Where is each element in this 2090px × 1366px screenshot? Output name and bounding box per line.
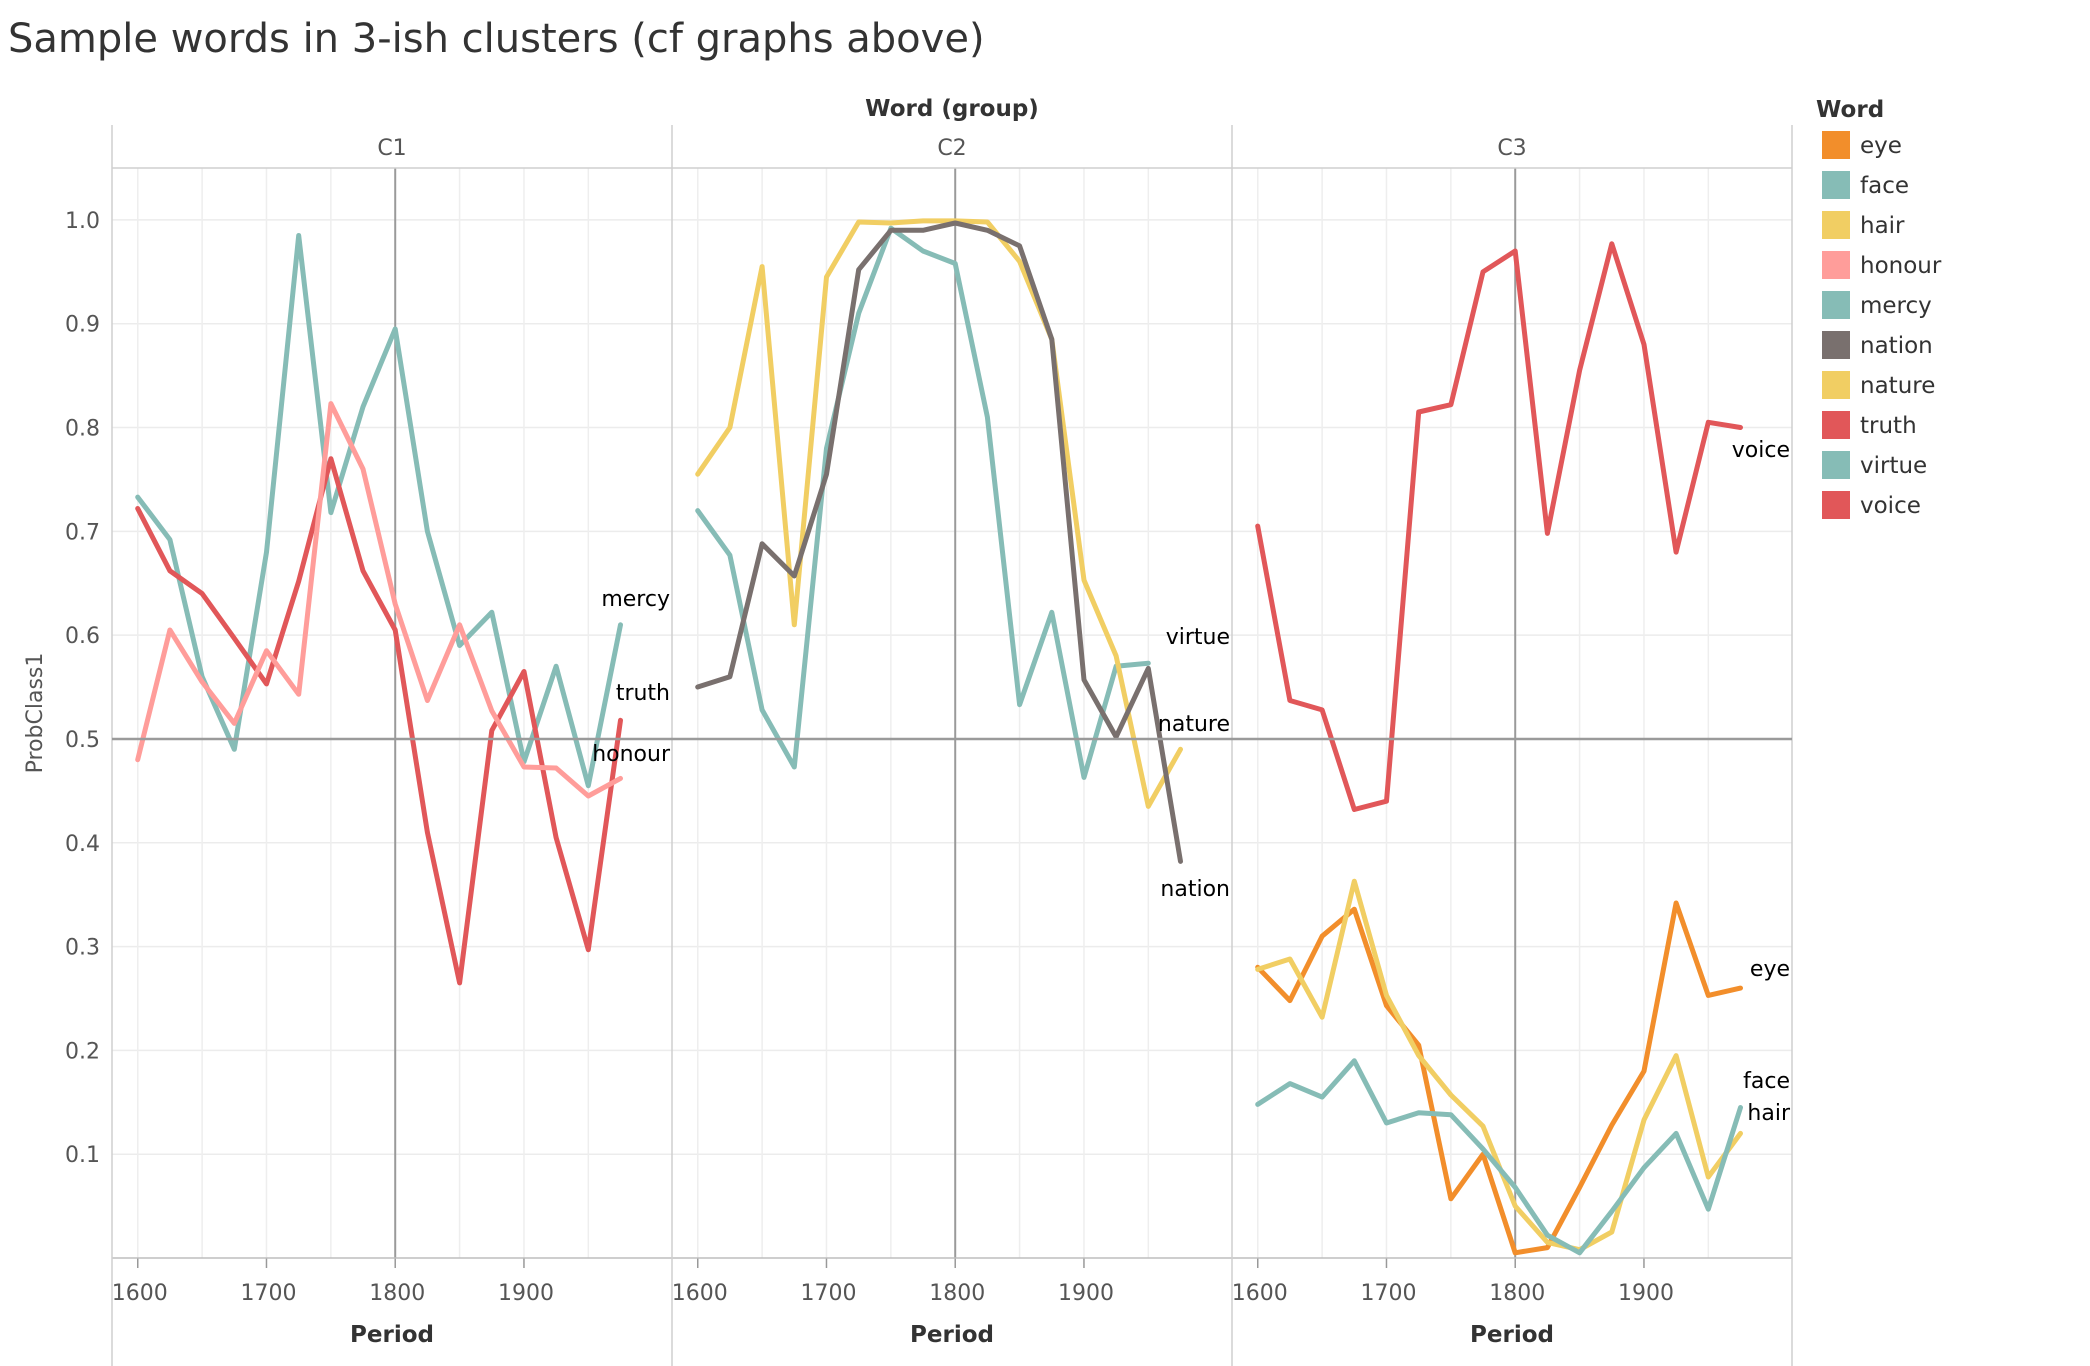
- series-line-nation: [695, 220, 1183, 864]
- y-tick-label: 0.1: [65, 1143, 100, 1168]
- x-axis-label: Period: [1470, 1322, 1554, 1348]
- line-label-honour: honour: [592, 742, 671, 767]
- x-tick-label: 1700: [240, 1281, 296, 1306]
- series-line-truth: [135, 456, 623, 986]
- legend-title: Word: [1816, 97, 1884, 123]
- x-tick-label: 1600: [1232, 1281, 1288, 1306]
- legend-swatch-hair: [1822, 211, 1850, 239]
- line-label-face: face: [1743, 1069, 1790, 1094]
- series-line-voice: [1255, 241, 1743, 812]
- line-label-virtue: virtue: [1166, 625, 1230, 650]
- series-line-mercy: [135, 233, 623, 789]
- legend-swatch-truth: [1822, 411, 1850, 439]
- line-label-mercy: mercy: [601, 587, 670, 612]
- x-tick-label: 1600: [672, 1281, 728, 1306]
- series-line-nature: [695, 218, 1183, 809]
- column-header-title: Word (group): [865, 96, 1039, 122]
- y-tick-label: 0.2: [65, 1039, 100, 1064]
- legend-label-voice: voice: [1860, 493, 1921, 519]
- legend-label-virtue: virtue: [1860, 453, 1927, 479]
- legend-label-hair: hair: [1860, 213, 1905, 239]
- series-line-eye: [1255, 900, 1743, 1256]
- y-tick-label: 0.3: [65, 936, 100, 961]
- y-tick-label: 0.8: [65, 417, 100, 442]
- line-label-voice: voice: [1732, 438, 1790, 463]
- legend-swatch-mercy: [1822, 291, 1850, 319]
- y-tick-label: 0.7: [65, 520, 100, 545]
- y-tick-label: 0.6: [65, 624, 100, 649]
- chart-title: Sample words in 3-ish clusters (cf graph…: [8, 16, 985, 62]
- y-tick-label: 0.4: [65, 832, 100, 857]
- x-tick-label: 1600: [112, 1281, 168, 1306]
- line-label-nature: nature: [1158, 712, 1230, 737]
- x-tick-label: 1900: [1058, 1281, 1114, 1306]
- legend-label-nation: nation: [1860, 333, 1933, 359]
- legend-swatch-nation: [1822, 331, 1850, 359]
- legend-swatch-honour: [1822, 251, 1850, 279]
- legend-swatch-eye: [1822, 131, 1850, 159]
- y-tick-label: 1.0: [65, 209, 100, 234]
- panel-header-c2: C2: [937, 136, 966, 161]
- series-line-honour: [135, 401, 623, 799]
- y-tick-label: 0.5: [65, 728, 100, 753]
- x-axis-label: Period: [350, 1322, 434, 1348]
- legend-label-nature: nature: [1860, 373, 1935, 399]
- legend-swatch-nature: [1822, 371, 1850, 399]
- x-tick-label: 1800: [1489, 1281, 1545, 1306]
- x-axis-label: Period: [910, 1322, 994, 1348]
- x-tick-label: 1800: [929, 1281, 985, 1306]
- legend-label-eye: eye: [1860, 133, 1902, 159]
- series-line-virtue: [695, 225, 1151, 780]
- legend-label-truth: truth: [1860, 413, 1917, 439]
- line-label-truth: truth: [616, 681, 670, 706]
- x-tick-label: 1900: [1618, 1281, 1674, 1306]
- x-tick-label: 1700: [1360, 1281, 1416, 1306]
- x-tick-label: 1800: [369, 1281, 425, 1306]
- legend-swatch-face: [1822, 171, 1850, 199]
- x-tick-label: 1700: [800, 1281, 856, 1306]
- y-axis-label: ProbClass1: [23, 653, 48, 774]
- y-tick-label: 0.9: [65, 313, 100, 338]
- legend-swatch-virtue: [1822, 451, 1850, 479]
- legend-label-honour: honour: [1860, 253, 1942, 279]
- series-line-face: [1255, 1058, 1743, 1256]
- legend-swatch-voice: [1822, 491, 1850, 519]
- panel-header-c1: C1: [377, 136, 406, 161]
- legend-label-mercy: mercy: [1860, 293, 1932, 319]
- panel-header-c3: C3: [1497, 136, 1526, 161]
- x-tick-label: 1900: [498, 1281, 554, 1306]
- legend-label-face: face: [1860, 173, 1909, 199]
- line-label-nation: nation: [1160, 877, 1230, 902]
- line-label-hair: hair: [1747, 1101, 1791, 1126]
- line-label-eye: eye: [1750, 957, 1790, 982]
